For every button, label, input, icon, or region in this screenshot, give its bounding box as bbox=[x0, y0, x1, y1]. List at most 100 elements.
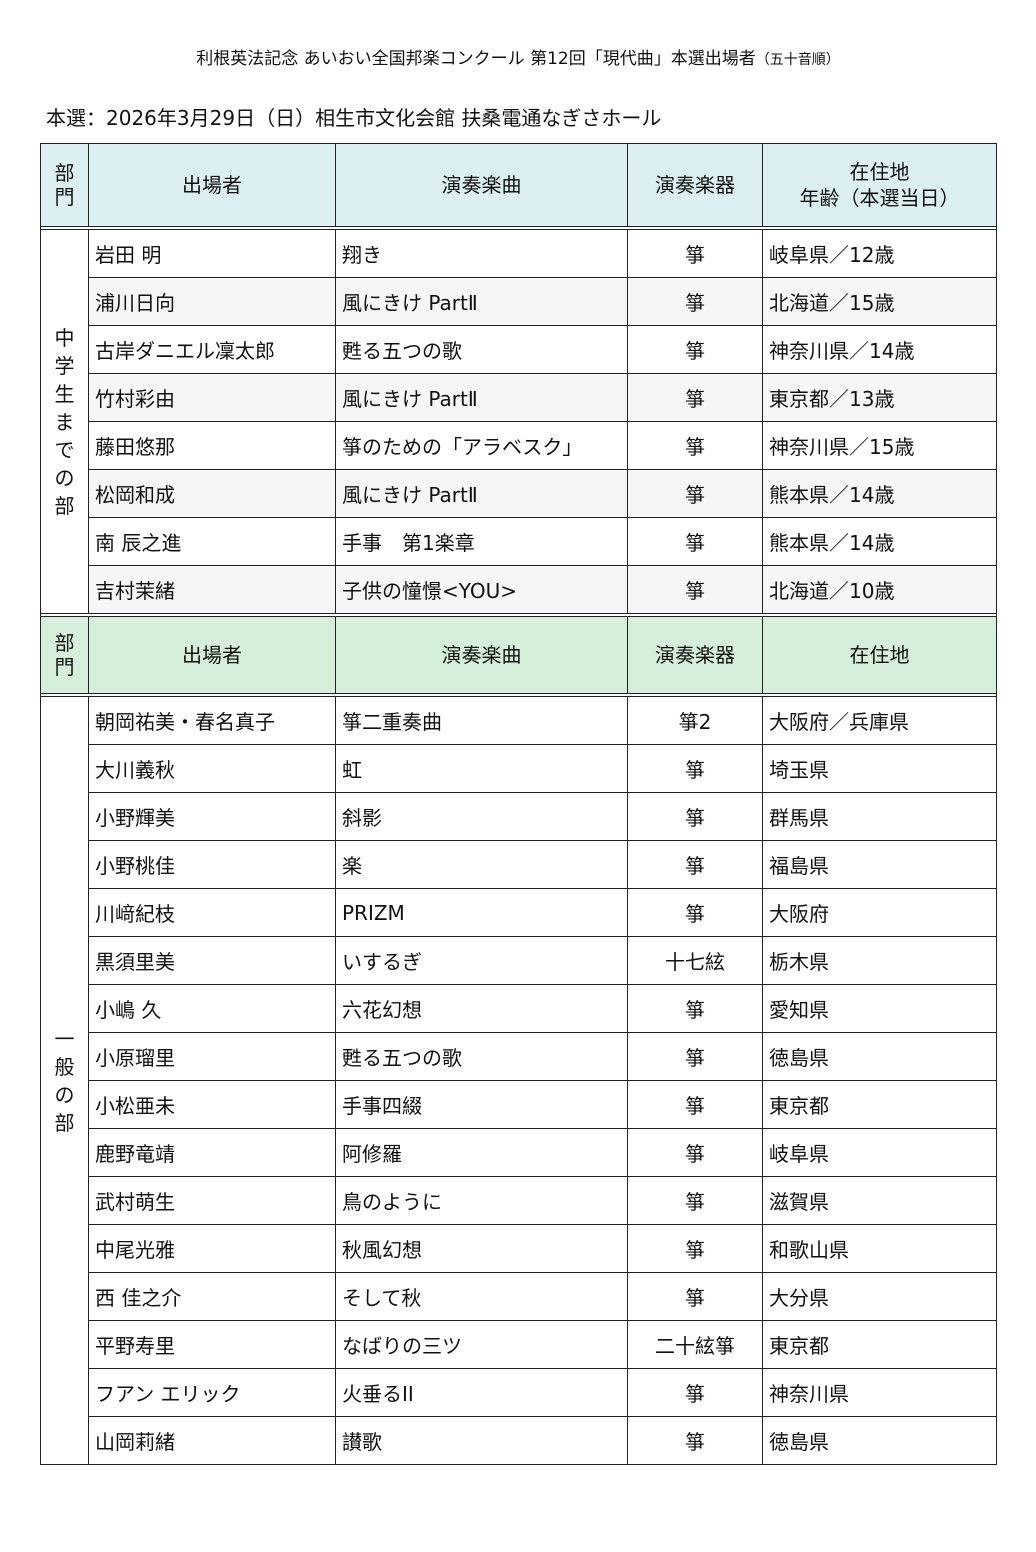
piece-cell: 秋風幻想 bbox=[335, 1224, 628, 1273]
instrument-cell: 箏 bbox=[627, 1032, 763, 1081]
section-label: 中学生までの部 bbox=[40, 229, 89, 614]
instrument-cell: 箏 bbox=[627, 565, 763, 614]
piece-cell: 斜影 bbox=[335, 792, 628, 841]
residence-cell: 群馬県 bbox=[762, 792, 997, 841]
table-row: 藤田悠那 箏のための「アラベスク」箏神奈川県／15歳 bbox=[41, 421, 997, 470]
performer-cell: 浦川日向 bbox=[88, 277, 336, 326]
header-performer: 出場者 bbox=[88, 616, 336, 694]
piece-cell: 風にきけ PartⅡ bbox=[335, 469, 628, 518]
residence-cell: 熊本県／14歳 bbox=[762, 517, 997, 566]
residence-cell: 大阪府／兵庫県 bbox=[762, 696, 997, 745]
header-division: 部門 bbox=[40, 616, 89, 694]
instrument-cell: 二十絃箏 bbox=[627, 1320, 763, 1369]
residence-cell: 大分県 bbox=[762, 1272, 997, 1321]
piece-cell: 箏二重奏曲 bbox=[335, 696, 628, 745]
header-residence: 在住地 年齢（本選当日） bbox=[762, 143, 997, 227]
piece-cell: 阿修羅 bbox=[335, 1128, 628, 1177]
performer-cell: 川﨑紀枝 bbox=[88, 888, 336, 937]
header-piece: 演奏楽曲 bbox=[335, 143, 628, 227]
performer-cell: 南 辰之進 bbox=[88, 517, 336, 566]
piece-cell: 風にきけ PartⅡ bbox=[335, 373, 628, 422]
piece-cell: 風にきけ PartⅡ bbox=[335, 277, 628, 326]
instrument-cell: 箏 bbox=[627, 469, 763, 518]
piece-cell: 手事 第1楽章 bbox=[335, 517, 628, 566]
table-row: 中尾光雅 秋風幻想箏和歌山県 bbox=[41, 1224, 997, 1273]
performer-cell: 黒須里美 bbox=[88, 936, 336, 985]
performer-cell: 西 佳之介 bbox=[88, 1272, 336, 1321]
instrument-cell: 箏 bbox=[627, 325, 763, 374]
residence-cell: 神奈川県 bbox=[762, 1368, 997, 1417]
performer-cell: 朝岡祐美・春名真子 bbox=[88, 696, 336, 745]
table-row: 小野桃佳楽箏福島県 bbox=[41, 840, 997, 889]
instrument-cell: 箏 bbox=[627, 1368, 763, 1417]
residence-cell: 東京都 bbox=[762, 1320, 997, 1369]
piece-cell: 火垂るII bbox=[335, 1368, 628, 1417]
performer-cell: 竹村彩由 bbox=[88, 373, 336, 422]
piece-cell: PRIZM bbox=[335, 888, 628, 937]
piece-cell: 箏のための「アラベスク」 bbox=[335, 421, 628, 470]
performer-cell: 吉村茉緒 bbox=[88, 565, 336, 614]
table-row: 古岸ダニエル凜太郎 甦る五つの歌箏神奈川県／14歳 bbox=[41, 325, 997, 374]
table-row: 小原瑠里 甦る五つの歌箏徳島県 bbox=[41, 1032, 997, 1081]
table-row: 黒須里美 いするぎ 十七絃 栃木県 bbox=[41, 936, 997, 985]
residence-cell: 北海道／10歳 bbox=[762, 565, 997, 614]
piece-cell: 鳥のように bbox=[335, 1176, 628, 1225]
instrument-cell: 箏 bbox=[627, 277, 763, 326]
piece-cell: 虹 bbox=[335, 744, 628, 793]
piece-cell: 甦る五つの歌 bbox=[335, 325, 628, 374]
table-row: 平野寿里 なばりの三ツ 二十絃箏 東京都 bbox=[41, 1320, 997, 1369]
table-row: 川﨑紀枝 PRIZM 箏大阪府 bbox=[41, 888, 997, 937]
performer-cell: 藤田悠那 bbox=[88, 421, 336, 470]
instrument-cell: 十七絃 bbox=[627, 936, 763, 985]
instrument-cell: 箏 bbox=[627, 1224, 763, 1273]
residence-cell: 神奈川県／15歳 bbox=[762, 421, 997, 470]
performer-cell: 小松亜未 bbox=[88, 1080, 336, 1129]
header-division: 部門 bbox=[40, 143, 89, 227]
performer-cell: フアン エリック bbox=[88, 1368, 336, 1417]
performer-cell: 岩田 明 bbox=[88, 229, 336, 278]
instrument-cell: 箏 bbox=[627, 744, 763, 793]
header-performer: 出場者 bbox=[88, 143, 336, 227]
performer-cell: 小野輝美 bbox=[88, 792, 336, 841]
performer-cell: 中尾光雅 bbox=[88, 1224, 336, 1273]
residence-cell: 栃木県 bbox=[762, 936, 997, 985]
instrument-cell: 箏 bbox=[627, 1416, 763, 1465]
instrument-cell: 箏 bbox=[627, 517, 763, 566]
contestants-table: 部門 出場者 演奏楽曲 演奏楽器 在住地 年齢（本選当日） 中学生までの部 岩田 明翔き箏岐阜… bbox=[40, 143, 997, 1465]
header-instrument: 演奏楽器 bbox=[627, 143, 763, 227]
instrument-cell: 箏 bbox=[627, 792, 763, 841]
piece-cell: 六花幻想 bbox=[335, 984, 628, 1033]
residence-cell: 徳島県 bbox=[762, 1416, 997, 1465]
instrument-cell: 箏 bbox=[627, 984, 763, 1033]
table-row: 松岡和成 風にきけ PartⅡ 箏熊本県／14歳 bbox=[41, 469, 997, 518]
piece-cell: 翔き bbox=[335, 229, 628, 278]
residence-cell: 滋賀県 bbox=[762, 1176, 997, 1225]
instrument-cell: 箏 bbox=[627, 1176, 763, 1225]
header-residence: 在住地 bbox=[762, 616, 997, 694]
table-row: 中学生までの部 岩田 明翔き箏岐阜県／12歳 bbox=[40, 229, 997, 614]
residence-cell: 和歌山県 bbox=[762, 1224, 997, 1273]
header-row: 部門 出場者 演奏楽曲 演奏楽器 在住地 bbox=[40, 616, 997, 694]
title-note: （五十音順） bbox=[755, 52, 840, 68]
performer-cell: 小嶋 久 bbox=[88, 984, 336, 1033]
header-instrument: 演奏楽器 bbox=[627, 616, 763, 694]
table-row: 武村萌生 鳥のように箏滋賀県 bbox=[41, 1176, 997, 1225]
instrument-cell: 箏 bbox=[627, 421, 763, 470]
instrument-cell: 箏 bbox=[627, 888, 763, 937]
table-row: 鹿野竜靖 阿修羅箏岐阜県 bbox=[41, 1128, 997, 1177]
table-row: 南 辰之進 手事 第1楽章箏熊本県／14歳 bbox=[41, 517, 997, 566]
residence-cell: 北海道／15歳 bbox=[762, 277, 997, 326]
title-text: 利根英法記念 あいおい全国邦楽コンクール 第12回「現代曲」本選出場者 bbox=[196, 49, 756, 69]
table-row: 山岡莉緒 讃歌箏徳島県 bbox=[41, 1416, 997, 1465]
event-info: 本選：2026年3月29日（日）相生市文化会館 扶桑電通なぎさホール bbox=[46, 106, 662, 130]
piece-cell: 手事四綴 bbox=[335, 1080, 628, 1129]
instrument-cell: 箏 bbox=[627, 229, 763, 278]
performer-cell: 小野桃佳 bbox=[88, 840, 336, 889]
residence-cell: 東京都／13歳 bbox=[762, 373, 997, 422]
residence-cell: 埼玉県 bbox=[762, 744, 997, 793]
piece-cell: なばりの三ツ bbox=[335, 1320, 628, 1369]
residence-cell: 愛知県 bbox=[762, 984, 997, 1033]
section-label: 一般の部 bbox=[40, 696, 89, 1465]
document-title: 利根英法記念 あいおい全国邦楽コンクール 第12回「現代曲」本選出場者（五十音順… bbox=[0, 44, 1036, 69]
table-row: フアン エリック 火垂るII 箏神奈川県 bbox=[41, 1368, 997, 1417]
